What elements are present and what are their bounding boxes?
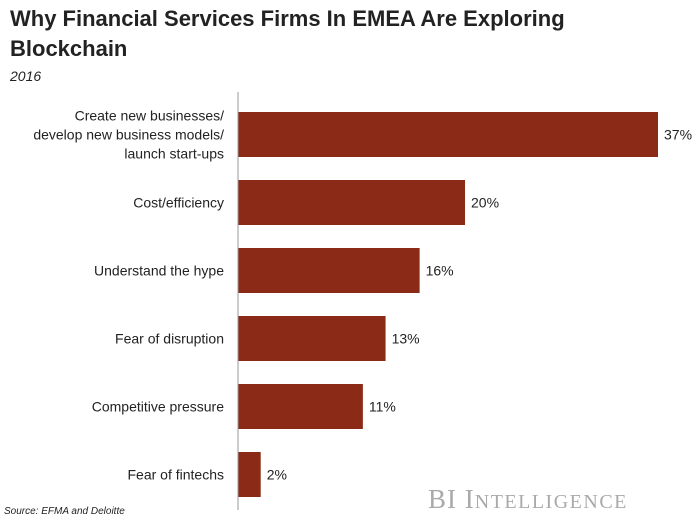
bar-5 (238, 452, 261, 497)
category-label-5: Fear of fintechs (128, 467, 225, 483)
value-labels: 37% 20% 16% 13% 11% 2% (267, 127, 692, 483)
chart-subtitle: 2016 (10, 68, 42, 84)
bi-intelligence-logo: BI INTELLIGENCE (428, 484, 628, 515)
bar-2 (238, 248, 420, 293)
category-labels: Create new businesses/develop new busine… (33, 108, 224, 483)
category-label-2: Understand the hype (94, 263, 224, 279)
bar-3 (238, 316, 386, 361)
value-label-3: 13% (392, 331, 420, 347)
category-label-1: Cost/efficiency (133, 195, 224, 211)
category-label-4: Competitive pressure (92, 399, 224, 415)
bar-1 (238, 180, 466, 225)
source-note: Source: EFMA and Deloitte (4, 506, 125, 517)
category-label-3: Fear of disruption (115, 331, 224, 347)
brand-second-initial: I (464, 484, 475, 514)
value-label-1: 20% (471, 195, 499, 211)
bar-4 (238, 384, 363, 429)
value-label-0: 37% (664, 127, 692, 143)
category-label-0: Create new businesses/develop new busine… (33, 108, 224, 162)
brand-second-rest: NTELLIGENCE (474, 491, 628, 513)
bars-group (238, 112, 658, 497)
brand-first: BI (428, 484, 457, 514)
value-label-2: 16% (426, 263, 454, 279)
value-label-4: 11% (369, 399, 396, 415)
bar-0 (238, 112, 658, 157)
chart-title: Why Financial Services Firms In EMEA Are… (10, 6, 565, 61)
value-label-5: 2% (267, 467, 287, 483)
